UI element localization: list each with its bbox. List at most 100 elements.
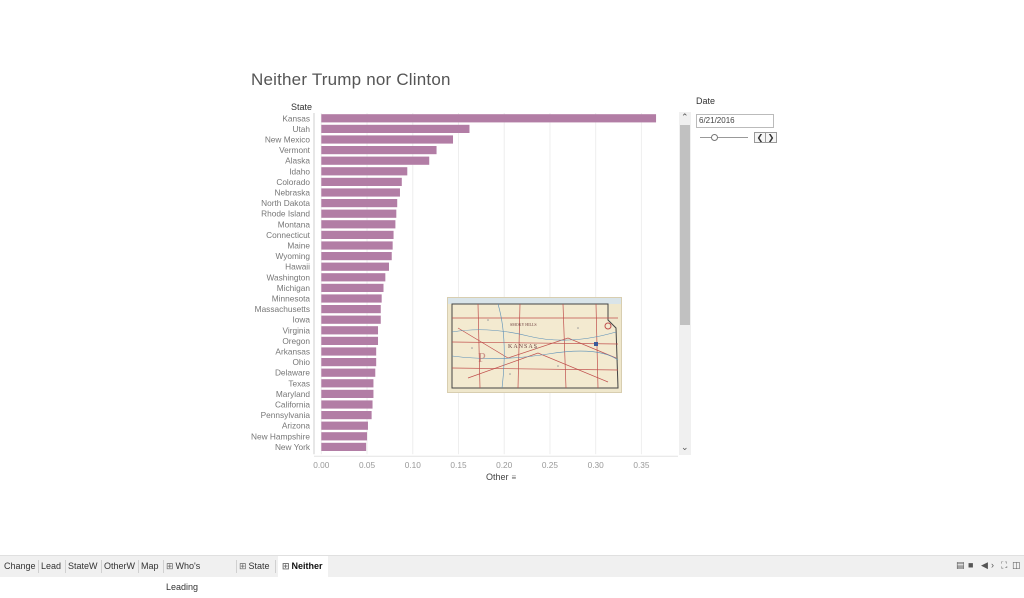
category-label[interactable]: Vermont bbox=[279, 145, 311, 155]
fullscreen-icon[interactable]: ⛶ bbox=[1001, 560, 1008, 570]
bar[interactable] bbox=[321, 167, 408, 176]
bar[interactable] bbox=[321, 135, 454, 144]
map-drawing: P KANSAS SMOKY HILLS bbox=[448, 298, 621, 392]
bar[interactable] bbox=[321, 379, 374, 388]
bar[interactable] bbox=[321, 368, 376, 377]
category-label[interactable]: California bbox=[275, 400, 310, 410]
bar[interactable] bbox=[321, 442, 367, 451]
bar[interactable] bbox=[321, 220, 396, 229]
chevron-down-icon[interactable]: ⌄ bbox=[681, 442, 689, 452]
bar[interactable] bbox=[321, 177, 402, 186]
bar[interactable] bbox=[321, 209, 397, 218]
bar[interactable] bbox=[321, 273, 386, 282]
scrollbar-thumb[interactable] bbox=[680, 125, 690, 325]
bar[interactable] bbox=[321, 421, 368, 430]
category-label[interactable]: Virginia bbox=[282, 325, 310, 335]
bar[interactable] bbox=[321, 336, 379, 345]
bar[interactable] bbox=[321, 358, 377, 367]
x-axis-title-container[interactable]: Other ≡ bbox=[486, 472, 516, 482]
bar[interactable] bbox=[321, 241, 393, 250]
bar[interactable] bbox=[321, 199, 398, 208]
next-icon[interactable]: › bbox=[991, 560, 994, 570]
category-label[interactable]: Washington bbox=[266, 272, 310, 282]
sheet-tab[interactable]: Change bbox=[4, 556, 36, 577]
bar[interactable] bbox=[321, 262, 389, 271]
category-label[interactable]: Oregon bbox=[282, 336, 310, 346]
date-filter-label: Date bbox=[696, 96, 716, 106]
bar[interactable] bbox=[321, 294, 382, 303]
category-label[interactable]: Idaho bbox=[289, 166, 310, 176]
category-label[interactable]: Rhode Island bbox=[261, 209, 310, 219]
date-input[interactable] bbox=[696, 113, 774, 128]
sheet-tab-label: State bbox=[248, 561, 270, 571]
category-label[interactable]: Arkansas bbox=[275, 347, 310, 357]
bar[interactable] bbox=[321, 188, 400, 197]
category-label[interactable]: Wyoming bbox=[275, 251, 310, 261]
category-label[interactable]: Arizona bbox=[282, 421, 311, 431]
x-tick-label: 0.35 bbox=[633, 460, 650, 470]
category-label[interactable]: Ohio bbox=[292, 357, 310, 367]
sheet-tab[interactable]: Map bbox=[141, 556, 161, 577]
category-label[interactable]: Texas bbox=[288, 378, 310, 388]
sheet-tab-label: Lead bbox=[41, 561, 62, 571]
category-label[interactable]: Minnesota bbox=[272, 294, 311, 304]
category-label[interactable]: New Hampshire bbox=[251, 431, 310, 441]
bar[interactable] bbox=[321, 124, 470, 133]
x-tick-label: 0.25 bbox=[542, 460, 559, 470]
category-label[interactable]: Michigan bbox=[277, 283, 311, 293]
category-label[interactable]: Connecticut bbox=[266, 230, 311, 240]
tab-divider bbox=[101, 560, 102, 573]
x-axis-title[interactable]: Other bbox=[486, 472, 509, 482]
category-label[interactable]: Maine bbox=[287, 241, 310, 251]
bar[interactable] bbox=[321, 230, 394, 239]
tab-divider bbox=[65, 560, 66, 573]
category-label[interactable]: New York bbox=[275, 442, 311, 452]
chevron-right-icon[interactable]: ❯ bbox=[765, 132, 777, 143]
bar[interactable] bbox=[321, 305, 381, 314]
list-view-icon[interactable]: ▤ bbox=[956, 560, 965, 570]
bar[interactable] bbox=[321, 315, 381, 324]
sort-descending-icon[interactable]: ≡ bbox=[511, 473, 517, 482]
chevron-up-icon[interactable]: ⌃ bbox=[681, 112, 689, 122]
category-label[interactable]: Massachusetts bbox=[255, 304, 310, 314]
bar[interactable] bbox=[321, 326, 379, 335]
date-slider-knob[interactable] bbox=[711, 134, 719, 141]
date-slider-track[interactable] bbox=[700, 137, 748, 138]
sheet-tab[interactable]: Lead bbox=[41, 556, 63, 577]
bar[interactable] bbox=[321, 146, 437, 155]
category-label[interactable]: Iowa bbox=[292, 315, 310, 325]
bar[interactable] bbox=[321, 400, 373, 409]
sheet-tab[interactable]: StateW bbox=[68, 556, 100, 577]
sheet-tab[interactable]: OtherW bbox=[104, 556, 136, 577]
category-label[interactable]: New Mexico bbox=[265, 135, 311, 145]
bar[interactable] bbox=[321, 389, 374, 398]
bar[interactable] bbox=[321, 114, 657, 123]
bar[interactable] bbox=[321, 156, 430, 165]
bar[interactable] bbox=[321, 411, 372, 420]
date-slider[interactable]: ❮ ❯ bbox=[696, 131, 786, 143]
category-label[interactable]: Hawaii bbox=[285, 262, 310, 272]
category-label[interactable]: North Dakota bbox=[261, 198, 310, 208]
previous-icon[interactable]: ◀ bbox=[981, 560, 988, 570]
category-label[interactable]: Kansas bbox=[282, 113, 310, 123]
category-label[interactable]: Colorado bbox=[276, 177, 310, 187]
bar[interactable] bbox=[321, 252, 392, 261]
category-label[interactable]: Maryland bbox=[276, 389, 311, 399]
sheet-tab[interactable]: ⊞ Neither bbox=[278, 556, 328, 577]
bar[interactable] bbox=[321, 432, 368, 441]
category-label[interactable]: Pennsylvania bbox=[261, 410, 311, 420]
category-label[interactable]: Nebraska bbox=[274, 188, 310, 198]
presentation-icon[interactable]: ◫ bbox=[1012, 560, 1021, 570]
category-label[interactable]: Alaska bbox=[285, 156, 310, 166]
state-column-header[interactable]: State bbox=[290, 102, 312, 112]
category-label[interactable]: Montana bbox=[278, 219, 311, 229]
bar[interactable] bbox=[321, 347, 377, 356]
category-label[interactable]: Delaware bbox=[275, 368, 310, 378]
grid-icon: ⊞ bbox=[239, 561, 247, 571]
sheet-tab[interactable]: ⊞ State bbox=[239, 556, 273, 577]
grid-view-icon[interactable]: ■ bbox=[968, 560, 974, 570]
bar[interactable] bbox=[321, 283, 384, 292]
category-label[interactable]: Utah bbox=[292, 124, 310, 134]
sheet-tab[interactable]: ⊞ Who's Leading bbox=[166, 556, 232, 592]
